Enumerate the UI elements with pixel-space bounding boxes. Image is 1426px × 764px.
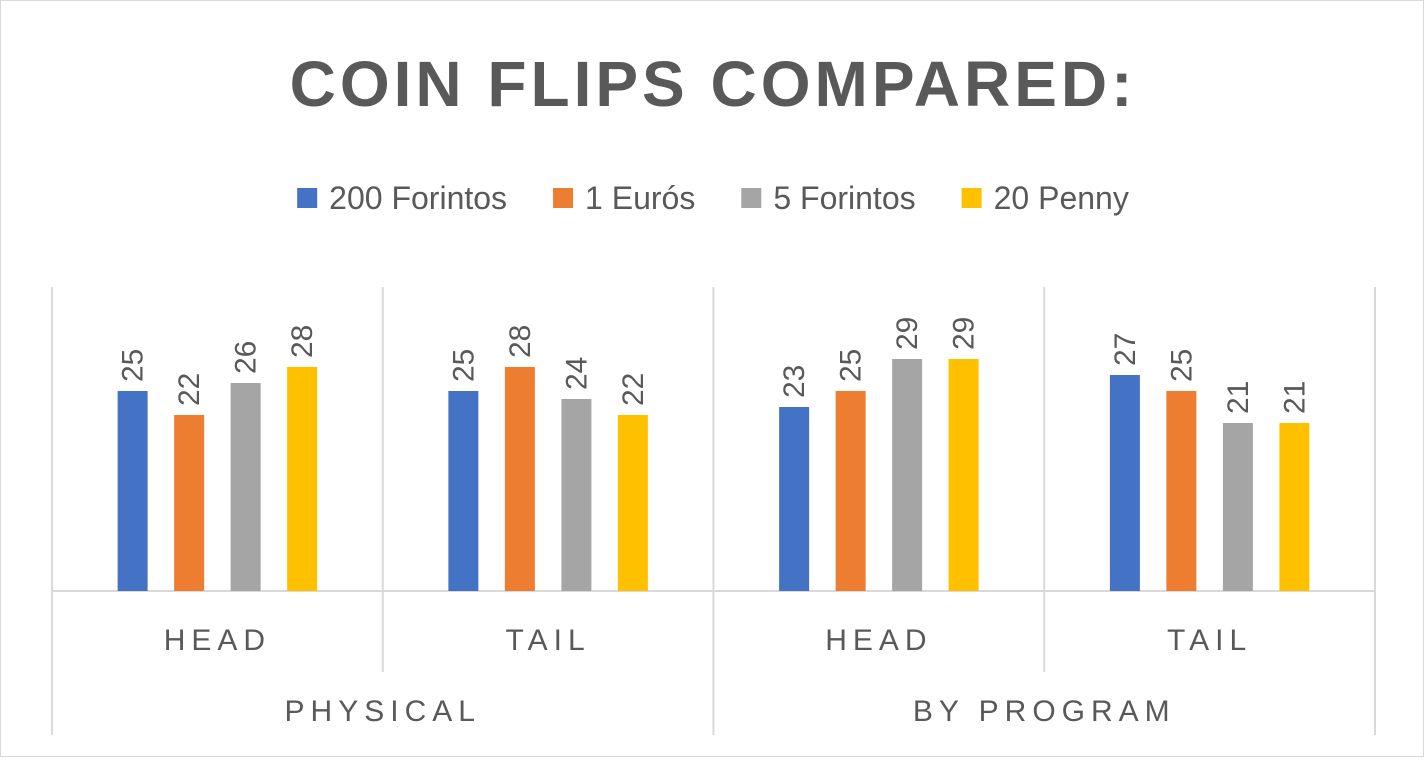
data-label: 28: [286, 325, 319, 358]
data-label: 22: [617, 373, 650, 406]
bar: [1109, 375, 1140, 591]
legend-item: 5 Forintos: [741, 180, 916, 216]
bar: [1166, 391, 1197, 591]
data-label: 29: [891, 317, 924, 350]
bar: [1222, 423, 1253, 591]
data-label: 25: [117, 349, 150, 382]
legend-swatch: [297, 188, 318, 208]
bar: [287, 367, 318, 591]
legend-label: 20 Penny: [994, 180, 1129, 216]
legend-label: 200 Forintos: [329, 180, 507, 216]
bar: [1279, 423, 1310, 591]
data-label: 27: [1109, 333, 1142, 366]
x-tick-label: TAIL: [506, 624, 591, 657]
legend-label: 1 Eurós: [585, 180, 695, 216]
data-label: 25: [1165, 349, 1198, 382]
data-label: 25: [447, 349, 480, 382]
bar: [504, 367, 535, 591]
data-label: 23: [778, 365, 811, 398]
x-axis-category-labels: HEAD TAIL HEAD TAIL: [164, 624, 1252, 657]
bar: [835, 391, 866, 591]
x-tick-label: HEAD: [825, 624, 932, 657]
x-group-label: BY PROGRAM: [913, 695, 1176, 728]
legend-swatch: [961, 188, 982, 208]
data-label: 22: [173, 373, 206, 406]
chart-title: COIN FLIPS COMPARED:: [290, 48, 1137, 120]
x-tick-label: TAIL: [1167, 624, 1252, 657]
x-tick-label: HEAD: [164, 624, 271, 657]
x-axis-group-labels: PHYSICAL BY PROGRAM: [285, 695, 1176, 728]
data-label: 21: [1222, 381, 1255, 414]
bar: [448, 391, 479, 591]
bars: [117, 359, 1310, 591]
bar: [174, 415, 205, 591]
legend-swatch: [553, 188, 574, 208]
bar: [892, 359, 923, 591]
bar: [617, 415, 648, 591]
legend-swatch: [741, 188, 762, 208]
legend-item: 20 Penny: [961, 180, 1129, 216]
legend-label: 5 Forintos: [773, 180, 915, 216]
data-label: 24: [560, 357, 593, 390]
data-label: 29: [948, 317, 981, 350]
x-group-label: PHYSICAL: [285, 695, 481, 728]
bar: [948, 359, 979, 591]
bar: [117, 391, 148, 591]
data-label: 21: [1278, 381, 1311, 414]
data-label: 28: [504, 325, 537, 358]
legend-item: 1 Eurós: [553, 180, 695, 216]
legend: 200 Forintos 1 Eurós 5 Forintos 20 Penny: [297, 180, 1129, 216]
data-label: 26: [230, 341, 263, 374]
bar: [230, 383, 261, 591]
data-labels: 25 22 26 28 25 28 24 22 23 25 29 29 27 25 21 21: [117, 317, 1312, 414]
bar: [561, 399, 592, 591]
data-label: 25: [835, 349, 868, 382]
legend-item: 200 Forintos: [297, 180, 507, 216]
bar: [779, 407, 810, 591]
axes: [51, 287, 1376, 735]
